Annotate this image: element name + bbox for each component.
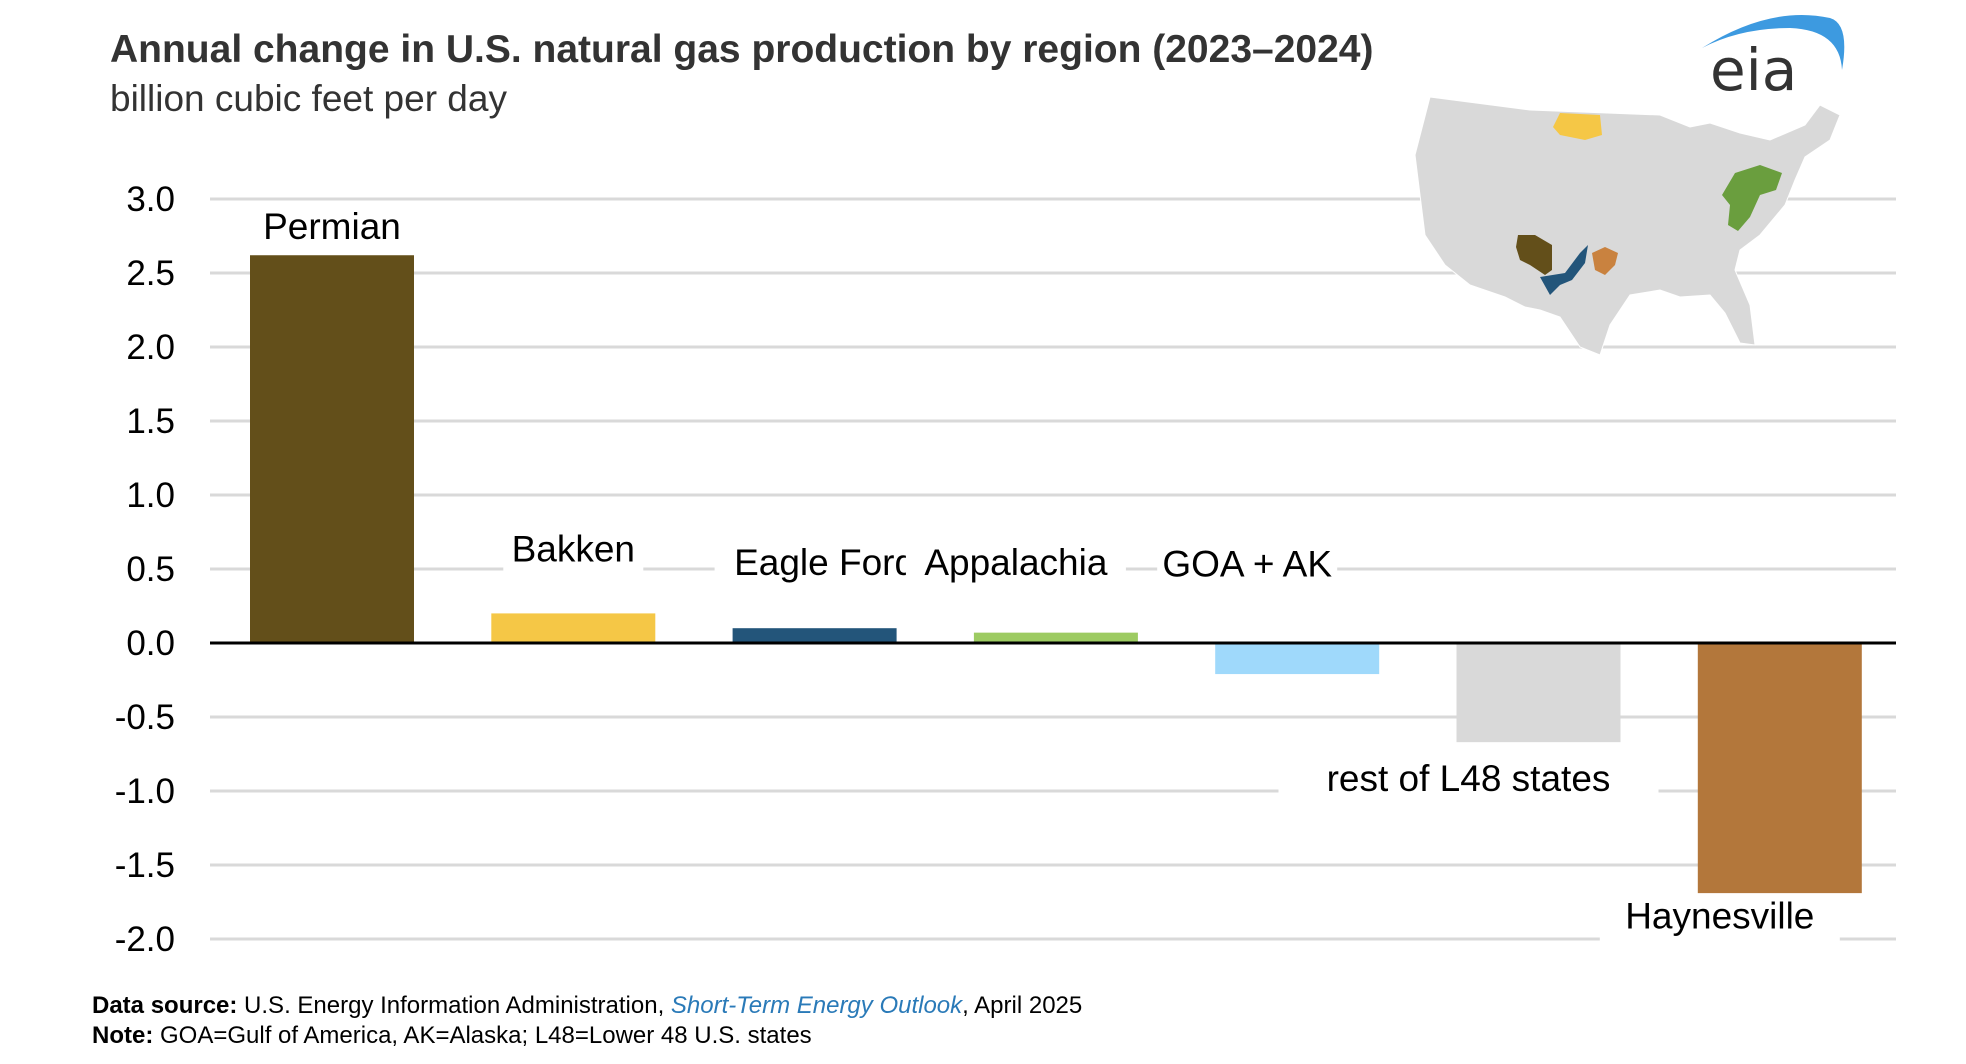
logo-arc — [1702, 14, 1845, 70]
label-background — [714, 542, 935, 587]
bar-eagle-ford — [732, 628, 897, 643]
bar-rest-of-l48-states — [1456, 643, 1621, 743]
category-label: Permian — [263, 206, 401, 247]
category-label: Bakken — [512, 529, 635, 570]
bar-goa-ak — [1215, 643, 1380, 675]
y-tick-label: -0.5 — [115, 698, 175, 737]
source-date: , April 2025 — [962, 992, 1083, 1019]
bar-bakken — [491, 613, 656, 643]
bar-permian — [250, 255, 414, 644]
bar-haynesville — [1697, 643, 1862, 894]
y-tick-label: 1.5 — [126, 402, 175, 441]
y-tick-label: -2.0 — [115, 920, 175, 959]
category-label: GOA + AK — [1162, 543, 1332, 584]
bar-appalachia — [973, 632, 1138, 643]
y-tick-label: 1.0 — [126, 476, 175, 515]
us-map-base — [1414, 96, 1841, 356]
category-label: rest of L48 states — [1327, 758, 1611, 799]
label-background — [1157, 544, 1338, 589]
y-tick-label: 3.0 — [126, 180, 175, 219]
y-tick-label: -1.0 — [115, 772, 175, 811]
chart-title: Annual change in U.S. natural gas produc… — [110, 28, 1374, 71]
y-tick-label: 0.5 — [126, 550, 175, 589]
bakken-region — [1553, 113, 1602, 140]
chart-subtitle: billion cubic feet per day — [110, 78, 507, 119]
logo-text: eia — [1710, 36, 1797, 95]
footnote: Note: GOA=Gulf of America, AK=Alaska; L4… — [92, 1022, 812, 1050]
note-text: GOA=Gulf of America, AK=Alaska; L48=Lowe… — [153, 1022, 812, 1049]
bar-chart: 3.0 2.5 2.0 1.5 1.0 0.5 0.0 -0.5 -1.0 -1.5 -2.0 Per… — [115, 180, 1896, 959]
us-map-inset — [1414, 96, 1841, 356]
category-label: Appalachia — [924, 542, 1108, 583]
source-publication-link[interactable]: Short-Term Energy Outlook — [670, 992, 963, 1019]
label-background — [1278, 759, 1659, 803]
eia-logo: eia — [1702, 14, 1845, 95]
eagle-ford-region — [1540, 245, 1588, 295]
label-background — [905, 542, 1126, 587]
y-tick-label: -1.5 — [115, 846, 175, 885]
category-label: Eagle Ford — [734, 542, 915, 583]
label-background — [503, 529, 644, 574]
permian-region — [1516, 235, 1552, 275]
data-source-note: Data source: U.S. Energy Information Adm… — [92, 992, 1082, 1020]
source-label: Data source: — [92, 992, 238, 1019]
y-tick-label: 2.0 — [126, 328, 175, 367]
source-text: U.S. Energy Information Administration, — [237, 992, 671, 1019]
y-tick-label: 0.0 — [126, 624, 175, 663]
label-background — [1599, 896, 1840, 941]
note-label: Note: — [92, 1022, 154, 1049]
haynesville-region — [1592, 247, 1618, 275]
y-tick-label: 2.5 — [126, 254, 175, 293]
appalachia-region — [1722, 165, 1782, 231]
category-label: Haynesville — [1625, 896, 1814, 937]
